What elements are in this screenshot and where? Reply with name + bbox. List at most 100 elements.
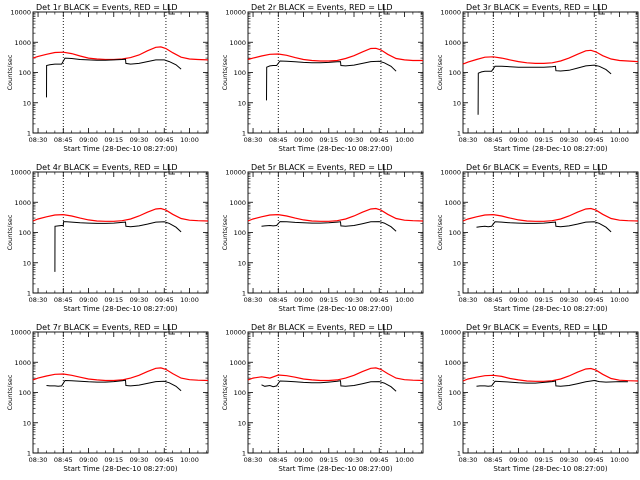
y-tick-label: 1 [457,130,461,138]
y-axis-label: Counts/sec [221,54,229,90]
events-rate-line [261,221,397,232]
y-tick-label: 10 [453,99,461,107]
y-axis-label: Counts/sec [221,214,229,250]
y-tick-label: 10 [453,419,461,427]
panel-6: Det 6r BLACK = Events, RED = LLD 1 10 100 10… [436,163,639,313]
events-rate-line [54,221,182,272]
x-tick-label: 09:00 [294,456,313,464]
y-axis-label: Counts/sec [436,214,444,250]
x-tick-label: 09:15 [104,296,123,304]
lld-rate-line [247,367,424,382]
plot-frame [247,331,424,454]
title-marker [598,4,605,15]
panel-title: Det 1r BLACK = Events, RED = LLD [36,3,178,12]
x-tick-label: 08:30 [244,136,263,144]
x-tick-label: 09:45 [155,136,174,144]
y-tick-label: 10 [238,419,246,427]
y-tick-label: 10 [23,99,31,107]
plot-frame [462,171,639,294]
title-marker [598,164,605,175]
x-tick-label: 09:45 [370,296,389,304]
y-axis-label: Counts/sec [221,374,229,410]
x-tick-label: 09:15 [319,456,338,464]
plot-frame [462,11,639,134]
x-axis-label: Start Time (28-Dec-10 08:27:00) [63,465,177,473]
y-axis-label: Counts/sec [6,54,14,90]
title-marker [383,164,390,175]
lld-rate-line [462,49,639,65]
x-tick-label: 08:30 [244,456,263,464]
x-tick-label: 10:00 [180,136,199,144]
lld-rate-line [462,207,639,222]
y-tick-label: 1000 [444,359,461,367]
x-axis-label: Start Time (28-Dec-10 08:27:00) [493,145,607,153]
x-axis-label: Start Time (28-Dec-10 08:27:00) [63,305,177,313]
y-tick-label: 1 [457,450,461,458]
x-tick-label: 10:00 [610,456,629,464]
x-tick-label: 09:30 [560,136,579,144]
y-tick-label: 10 [23,259,31,267]
title-marker [168,164,175,175]
x-tick-label: 08:45 [484,136,503,144]
y-tick-label: 1000 [229,199,246,207]
y-tick-label: 100 [449,389,461,397]
x-tick-label: 09:15 [104,456,123,464]
y-tick-label: 100 [449,69,461,77]
y-tick-label: 100 [19,229,31,237]
x-tick-label: 09:45 [155,456,174,464]
panel-title: Det 3r BLACK = Events, RED = LLD [466,3,608,12]
x-tick-label: 08:45 [269,456,288,464]
x-tick-label: 08:45 [54,296,73,304]
panel-title: Det 2r BLACK = Events, RED = LLD [251,3,393,12]
x-tick-label: 09:00 [79,136,98,144]
x-tick-label: 10:00 [610,136,629,144]
y-tick-label: 1000 [14,39,31,47]
y-tick-label: 100 [19,69,31,77]
x-tick-label: 09:30 [560,296,579,304]
y-tick-label: 10000 [10,9,31,17]
events-rate-line [476,221,612,233]
x-tick-label: 08:30 [244,296,263,304]
y-tick-label: 10000 [440,169,461,177]
y-tick-label: 100 [234,229,246,237]
x-tick-label: 08:30 [459,296,478,304]
x-tick-label: 08:45 [269,296,288,304]
x-tick-label: 09:45 [370,136,389,144]
events-rate-line [46,379,182,392]
title-marker [598,324,605,335]
panel-2: Det 2r BLACK = Events, RED = LLD 1 10 100 10… [221,3,424,153]
x-axis-label: Start Time (28-Dec-10 08:27:00) [493,305,607,313]
x-axis-label: Start Time (28-Dec-10 08:27:00) [278,465,392,473]
lld-rate-line [32,367,209,382]
x-tick-label: 09:15 [534,136,553,144]
panel-4: Det 4r BLACK = Events, RED = LLD 1 10 100 10… [6,163,209,313]
panel-title: Det 7r BLACK = Events, RED = LLD [36,323,178,332]
y-tick-label: 1 [457,290,461,298]
y-tick-label: 1000 [444,199,461,207]
y-axis-label: Counts/sec [436,374,444,410]
x-tick-label: 09:00 [79,456,98,464]
x-axis-label: Start Time (28-Dec-10 08:27:00) [63,145,177,153]
y-tick-label: 1 [27,290,31,298]
x-tick-label: 08:45 [484,296,503,304]
x-tick-label: 10:00 [395,456,414,464]
y-tick-label: 10000 [440,9,461,17]
y-tick-label: 1000 [14,359,31,367]
plot-frame [32,171,209,294]
title-marker [383,4,390,15]
title-marker [168,324,175,335]
lld-rate-line [32,46,209,61]
events-rate-line [477,64,612,115]
x-tick-label: 08:30 [459,456,478,464]
y-tick-label: 1000 [229,359,246,367]
y-tick-label: 1 [242,450,246,458]
y-tick-label: 10000 [225,329,246,337]
x-tick-label: 08:30 [29,296,48,304]
y-tick-label: 1 [242,130,246,138]
y-axis-label: Counts/sec [436,54,444,90]
x-tick-label: 09:45 [585,296,604,304]
x-tick-label: 09:15 [104,136,123,144]
title-marker [168,4,175,15]
x-tick-label: 08:45 [269,136,288,144]
y-tick-label: 10 [23,419,31,427]
